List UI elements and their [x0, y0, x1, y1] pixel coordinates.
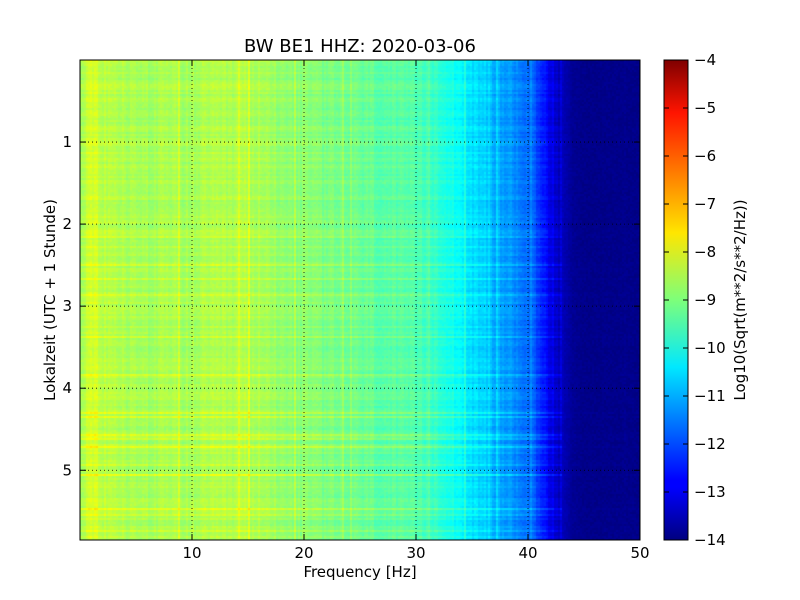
- colorbar-tick-label: −10: [694, 339, 726, 357]
- x-tick-label: 30: [406, 544, 425, 562]
- spectrogram-heatmap: [80, 60, 640, 540]
- x-tick-label: 50: [630, 544, 649, 562]
- colorbar-tick-label: −4: [694, 51, 716, 69]
- y-tick-label: 5: [62, 461, 72, 479]
- y-tick-label: 4: [62, 379, 72, 397]
- colorbar-tick-label: −13: [694, 483, 726, 501]
- colorbar-ticks: −4 −5 −6 −7 −8 −9 −10 −11 −12 −13 −14: [664, 51, 726, 549]
- colorbar: −4 −5 −6 −7 −8 −9 −10 −11 −12 −13 −14 Log10(Sqrt(m…: [663, 51, 749, 549]
- y-axis-label: Lokalzeit (UTC + 1 Stunde): [41, 199, 59, 401]
- colorbar-tick-label: −8: [694, 243, 716, 261]
- x-axis-ticks: 10 20 30 40 50: [182, 60, 650, 562]
- x-tick-label: 40: [518, 544, 537, 562]
- colorbar-tick-label: −7: [694, 195, 716, 213]
- x-tick-label: 20: [294, 544, 313, 562]
- colorbar-tick-label: −6: [694, 147, 716, 165]
- colorbar-label: Log10(Sqrt(m**2/s**2/Hz)): [731, 199, 749, 400]
- colorbar-tick-label: −5: [694, 99, 716, 117]
- colorbar-tick-label: −14: [694, 531, 726, 549]
- y-axis-ticks: 1 2 3 4 5: [62, 133, 640, 479]
- colorbar-tick-label: −9: [694, 291, 716, 309]
- x-axis-label: Frequency [Hz]: [303, 563, 416, 581]
- colorbar-tick-label: −12: [694, 435, 726, 453]
- x-tick-label: 10: [182, 544, 201, 562]
- chart-title: BW BE1 HHZ: 2020-03-06: [244, 36, 476, 57]
- colorbar-tick-label: −11: [694, 387, 726, 405]
- y-tick-label: 3: [62, 297, 72, 315]
- plot-frame: [79, 59, 641, 541]
- y-tick-label: 1: [62, 133, 72, 151]
- y-tick-label: 2: [62, 215, 72, 233]
- grid-lines: [80, 60, 640, 540]
